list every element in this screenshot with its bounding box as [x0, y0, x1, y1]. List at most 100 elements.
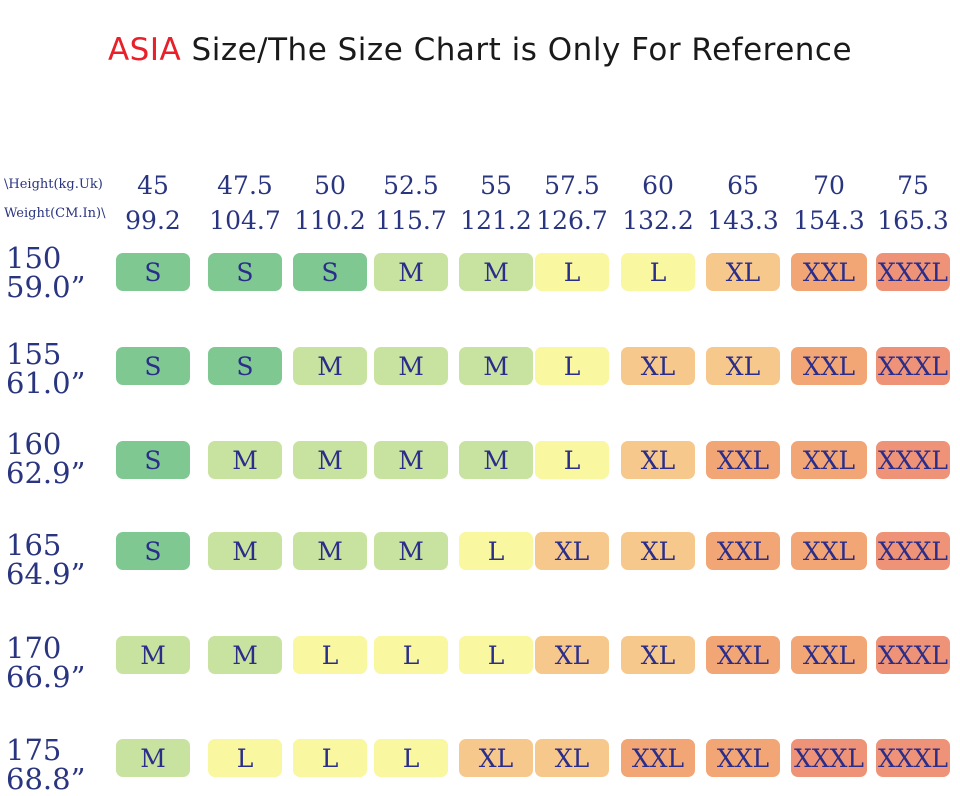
size-cell-m: M: [459, 253, 533, 291]
height-cm: 175: [6, 736, 106, 765]
size-cell-l: L: [293, 636, 367, 674]
size-cell-m: M: [293, 347, 367, 385]
height-row-label: 170 66.9”: [6, 634, 106, 692]
size-cell-s: S: [116, 532, 190, 570]
size-cell-xl: XL: [706, 253, 780, 291]
weight-kg-header: 57.5: [527, 171, 617, 200]
weight-lb-header: 154.3: [784, 206, 874, 235]
weight-lb-header: 104.7: [200, 206, 290, 235]
size-cell-xxxl: XXXL: [876, 532, 950, 570]
height-cm: 170: [6, 634, 106, 663]
size-cell-s: S: [116, 347, 190, 385]
size-cell-xxl: XXL: [706, 441, 780, 479]
size-cell-m: M: [459, 441, 533, 479]
size-cell-xl: XL: [621, 532, 695, 570]
height-inches: 59.0”: [6, 273, 106, 302]
size-cell-xl: XL: [459, 739, 533, 777]
weight-kg-header: 52.5: [366, 171, 456, 200]
size-cell-xxxl: XXXL: [876, 253, 950, 291]
weight-lb-header: 143.3: [698, 206, 788, 235]
size-cell-xl: XL: [535, 739, 609, 777]
size-cell-m: M: [208, 532, 282, 570]
size-cell-xxxl: XXXL: [791, 739, 867, 777]
weight-kg-header: 47.5: [200, 171, 290, 200]
height-inches: 64.9”: [6, 560, 106, 589]
size-cell-xl: XL: [621, 441, 695, 479]
size-cell-xl: XL: [621, 347, 695, 385]
size-cell-l: L: [535, 347, 609, 385]
height-inches: 62.9”: [6, 459, 106, 488]
weight-axis-label: \Height(kg.Uk): [4, 177, 103, 192]
size-cell-xxl: XXL: [706, 636, 780, 674]
height-inches: 61.0”: [6, 369, 106, 398]
chart-title: ASIA Size/The Size Chart is Only For Ref…: [0, 32, 960, 68]
height-cm: 165: [6, 531, 106, 560]
weight-kg-header: 50: [285, 171, 375, 200]
size-cell-xxl: XXL: [791, 532, 867, 570]
weight-lb-header: 126.7: [527, 206, 617, 235]
size-cell-s: S: [116, 253, 190, 291]
title-accent: ASIA: [108, 32, 181, 68]
size-cell-xxxl: XXXL: [876, 441, 950, 479]
weight-kg-header: 60: [613, 171, 703, 200]
size-cell-s: S: [116, 441, 190, 479]
size-cell-xxl: XXL: [791, 347, 867, 385]
size-cell-xxl: XXL: [706, 739, 780, 777]
size-cell-xl: XL: [535, 636, 609, 674]
size-cell-m: M: [374, 532, 448, 570]
size-cell-s: S: [293, 253, 367, 291]
size-cell-m: M: [116, 636, 190, 674]
size-cell-xl: XL: [621, 636, 695, 674]
size-cell-l: L: [535, 441, 609, 479]
size-cell-xxl: XXL: [791, 636, 867, 674]
size-cell-xl: XL: [535, 532, 609, 570]
height-row-label: 165 64.9”: [6, 531, 106, 589]
size-cell-l: L: [374, 739, 448, 777]
weight-lb-header: 165.3: [868, 206, 958, 235]
size-cell-l: L: [535, 253, 609, 291]
weight-kg-header: 70: [784, 171, 874, 200]
size-cell-xxxl: XXXL: [876, 636, 950, 674]
size-cell-l: L: [208, 739, 282, 777]
size-cell-s: S: [208, 253, 282, 291]
size-cell-xxl: XXL: [706, 532, 780, 570]
height-axis-label: Weight(CM.In)\: [4, 206, 106, 221]
height-cm: 160: [6, 430, 106, 459]
size-cell-l: L: [459, 636, 533, 674]
size-cell-xxl: XXL: [621, 739, 695, 777]
size-cell-l: L: [459, 532, 533, 570]
size-cell-m: M: [374, 347, 448, 385]
weight-kg-header: 65: [698, 171, 788, 200]
size-cell-l: L: [293, 739, 367, 777]
size-cell-m: M: [374, 441, 448, 479]
height-inches: 66.9”: [6, 663, 106, 692]
height-row-label: 155 61.0”: [6, 340, 106, 398]
height-row-label: 160 62.9”: [6, 430, 106, 488]
weight-lb-header: 132.2: [613, 206, 703, 235]
weight-lb-header: 99.2: [108, 206, 198, 235]
size-cell-m: M: [208, 441, 282, 479]
size-cell-m: M: [293, 441, 367, 479]
weight-lb-header: 115.7: [366, 206, 456, 235]
size-cell-xxl: XXL: [791, 253, 867, 291]
weight-kg-header: 75: [868, 171, 958, 200]
size-cell-l: L: [374, 636, 448, 674]
size-cell-xxxl: XXXL: [876, 347, 950, 385]
title-rest: Size/The Size Chart is Only For Referenc…: [181, 32, 852, 68]
size-cell-m: M: [208, 636, 282, 674]
size-cell-m: M: [374, 253, 448, 291]
size-cell-s: S: [208, 347, 282, 385]
size-cell-m: M: [459, 347, 533, 385]
height-cm: 150: [6, 244, 106, 273]
size-cell-xl: XL: [706, 347, 780, 385]
size-cell-l: L: [621, 253, 695, 291]
size-cell-m: M: [293, 532, 367, 570]
weight-lb-header: 110.2: [285, 206, 375, 235]
weight-kg-header: 45: [108, 171, 198, 200]
height-row-label: 175 68.8”: [6, 736, 106, 794]
size-cell-xxl: XXL: [791, 441, 867, 479]
size-cell-xxxl: XXXL: [876, 739, 950, 777]
size-cell-m: M: [116, 739, 190, 777]
height-cm: 155: [6, 340, 106, 369]
height-row-label: 150 59.0”: [6, 244, 106, 302]
